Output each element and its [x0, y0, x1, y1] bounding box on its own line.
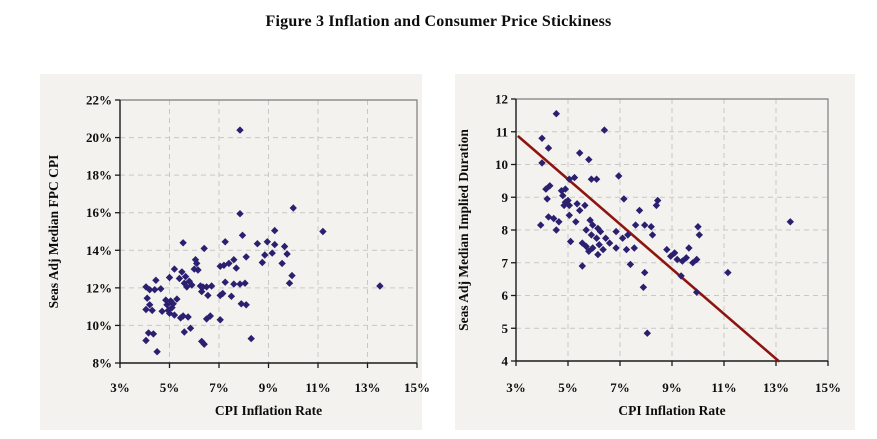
y-tick-label: 5 [502, 321, 509, 336]
y-tick-label: 14% [86, 243, 112, 258]
x-tick-label: 3% [506, 380, 526, 395]
y-axis-title: Seas Adj Median Implied Duration [456, 129, 471, 331]
scatter-plot-implied-duration: 4 5 6 7 8 9 10 11 12 3% 5% 7% 9% 11% 13% 15% CPI Inflati… [456, 92, 841, 419]
figure-title: Figure 3 Inflation and Consumer Price St… [265, 13, 612, 30]
data-points-layer [537, 110, 794, 337]
x-tick-label: 15% [815, 380, 841, 395]
y-tick-label: 6 [502, 288, 509, 303]
y-tick-label: 9 [502, 190, 509, 205]
x-tick-label: 11% [305, 380, 330, 395]
y-tick-label: 8 [502, 223, 509, 238]
right-chart-panel: 4 5 6 7 8 9 10 11 12 3% 5% 7% 9% 11% 13% 15% CPI Inflati… [455, 74, 855, 430]
y-tick-label: 12 [495, 92, 508, 107]
y-tick-label: 10% [86, 318, 112, 333]
y-tick-label: 20% [86, 130, 112, 145]
plot-frame [516, 98, 829, 361]
y-tick-label: 12% [86, 280, 112, 295]
x-tick-label: 13% [763, 380, 789, 395]
x-tick-label: 11% [711, 380, 736, 395]
x-tick-label: 7% [610, 380, 630, 395]
x-axis-title: CPI Inflation Rate [618, 403, 725, 418]
y-tick-label: 4 [502, 354, 509, 369]
x-tick-label: 5% [558, 380, 578, 395]
scatter-plot-fpc-cpi: 8% 10% 12% 14% 16% 18% 20% 22% 3% 5% 7% 9% 11% 13% 15%… [46, 93, 430, 419]
plot-frame [120, 99, 418, 363]
y-tick-label: 8% [93, 356, 113, 371]
y-tick-label: 18% [86, 168, 112, 183]
x-tick-label: 13% [355, 380, 381, 395]
y-tick-label: 16% [86, 205, 112, 220]
x-tick-label: 3% [110, 380, 130, 395]
x-tick-label: 9% [662, 380, 682, 395]
x-tick-label: 7% [209, 380, 229, 395]
x-tick-label: 5% [160, 380, 180, 395]
x-tick-label: 15% [404, 380, 430, 395]
trend-line [517, 135, 780, 363]
left-chart-panel: 8% 10% 12% 14% 16% 18% 20% 22% 3% 5% 7% 9% 11% 13% 15%… [40, 74, 430, 430]
x-axis-title: CPI Inflation Rate [215, 403, 322, 418]
y-tick-label: 11 [496, 124, 508, 139]
data-points-layer [142, 126, 384, 356]
x-tick-label: 9% [259, 380, 279, 395]
y-tick-label: 22% [86, 93, 112, 108]
y-tick-label: 7 [502, 255, 509, 270]
y-axis-title: Seas Adj Median FPC CPI [46, 155, 61, 309]
y-tick-label: 10 [495, 157, 508, 172]
